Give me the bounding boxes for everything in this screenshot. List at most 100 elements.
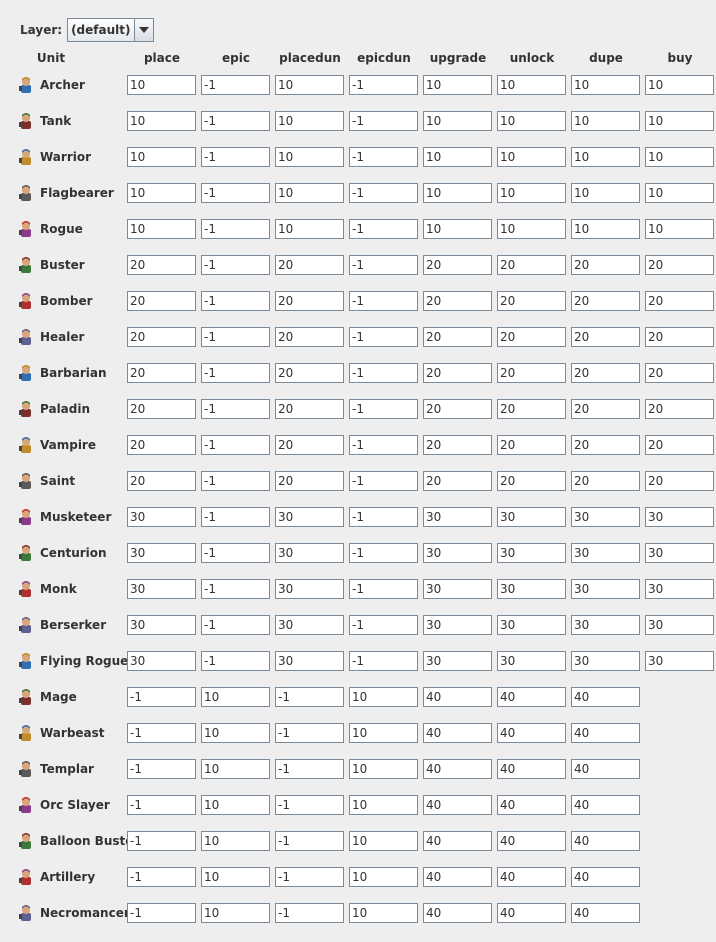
epic-field[interactable]: 10 xyxy=(201,903,270,923)
epic-field[interactable]: -1 xyxy=(201,435,270,455)
place-field[interactable]: 30 xyxy=(127,543,196,563)
epic-field[interactable]: -1 xyxy=(201,543,270,563)
epic-field[interactable]: -1 xyxy=(201,291,270,311)
upgrade-field[interactable]: 20 xyxy=(423,363,492,383)
place-field[interactable]: 10 xyxy=(127,219,196,239)
upgrade-field[interactable]: 10 xyxy=(423,111,492,131)
placedun-field[interactable]: 30 xyxy=(275,543,344,563)
buy-field[interactable]: 30 xyxy=(645,507,714,527)
epicdun-field[interactable]: -1 xyxy=(349,471,418,491)
buy-field[interactable]: 30 xyxy=(645,543,714,563)
upgrade-field[interactable]: 40 xyxy=(423,759,492,779)
place-field[interactable]: 30 xyxy=(127,507,196,527)
dupe-field[interactable]: 30 xyxy=(571,507,640,527)
place-field[interactable]: -1 xyxy=(127,723,196,743)
placedun-field[interactable]: 20 xyxy=(275,399,344,419)
epicdun-field[interactable]: -1 xyxy=(349,615,418,635)
epic-field[interactable]: 10 xyxy=(201,867,270,887)
placedun-field[interactable]: 10 xyxy=(275,183,344,203)
placedun-field[interactable]: 10 xyxy=(275,75,344,95)
placedun-field[interactable]: 10 xyxy=(275,111,344,131)
upgrade-field[interactable]: 30 xyxy=(423,651,492,671)
place-field[interactable]: 10 xyxy=(127,183,196,203)
epicdun-field[interactable]: 10 xyxy=(349,903,418,923)
unlock-field[interactable]: 10 xyxy=(497,219,566,239)
dupe-field[interactable]: 20 xyxy=(571,471,640,491)
upgrade-field[interactable]: 10 xyxy=(423,147,492,167)
epicdun-field[interactable]: -1 xyxy=(349,363,418,383)
place-field[interactable]: 20 xyxy=(127,327,196,347)
dupe-field[interactable]: 20 xyxy=(571,363,640,383)
epicdun-field[interactable]: -1 xyxy=(349,327,418,347)
dupe-field[interactable]: 10 xyxy=(571,147,640,167)
unlock-field[interactable]: 40 xyxy=(497,903,566,923)
buy-field[interactable]: 20 xyxy=(645,327,714,347)
upgrade-field[interactable]: 30 xyxy=(423,579,492,599)
unlock-field[interactable]: 20 xyxy=(497,399,566,419)
buy-field[interactable]: 20 xyxy=(645,399,714,419)
placedun-field[interactable]: 10 xyxy=(275,219,344,239)
epicdun-field[interactable]: -1 xyxy=(349,291,418,311)
epic-field[interactable]: 10 xyxy=(201,687,270,707)
unlock-field[interactable]: 20 xyxy=(497,435,566,455)
epicdun-field[interactable]: 10 xyxy=(349,759,418,779)
placedun-field[interactable]: -1 xyxy=(275,687,344,707)
unlock-field[interactable]: 40 xyxy=(497,795,566,815)
upgrade-field[interactable]: 40 xyxy=(423,831,492,851)
epic-field[interactable]: 10 xyxy=(201,795,270,815)
unlock-field[interactable]: 20 xyxy=(497,363,566,383)
upgrade-field[interactable]: 30 xyxy=(423,507,492,527)
place-field[interactable]: 10 xyxy=(127,147,196,167)
dupe-field[interactable]: 20 xyxy=(571,399,640,419)
upgrade-field[interactable]: 30 xyxy=(423,615,492,635)
upgrade-field[interactable]: 30 xyxy=(423,543,492,563)
place-field[interactable]: 20 xyxy=(127,291,196,311)
dupe-field[interactable]: 30 xyxy=(571,615,640,635)
unlock-field[interactable]: 30 xyxy=(497,615,566,635)
epic-field[interactable]: -1 xyxy=(201,399,270,419)
buy-field[interactable]: 30 xyxy=(645,651,714,671)
epicdun-field[interactable]: -1 xyxy=(349,579,418,599)
epicdun-field[interactable]: -1 xyxy=(349,435,418,455)
epic-field[interactable]: -1 xyxy=(201,651,270,671)
placedun-field[interactable]: 20 xyxy=(275,255,344,275)
upgrade-field[interactable]: 20 xyxy=(423,327,492,347)
dupe-field[interactable]: 40 xyxy=(571,723,640,743)
epicdun-field[interactable]: -1 xyxy=(349,75,418,95)
dupe-field[interactable]: 40 xyxy=(571,687,640,707)
upgrade-field[interactable]: 20 xyxy=(423,399,492,419)
place-field[interactable]: 30 xyxy=(127,615,196,635)
placedun-field[interactable]: -1 xyxy=(275,795,344,815)
placedun-field[interactable]: 20 xyxy=(275,363,344,383)
dupe-field[interactable]: 40 xyxy=(571,903,640,923)
epicdun-field[interactable]: -1 xyxy=(349,111,418,131)
epic-field[interactable]: -1 xyxy=(201,255,270,275)
epicdun-field[interactable]: 10 xyxy=(349,795,418,815)
buy-field[interactable]: 20 xyxy=(645,363,714,383)
upgrade-field[interactable]: 20 xyxy=(423,471,492,491)
dupe-field[interactable]: 20 xyxy=(571,291,640,311)
place-field[interactable]: 30 xyxy=(127,579,196,599)
placedun-field[interactable]: -1 xyxy=(275,759,344,779)
buy-field[interactable]: 10 xyxy=(645,75,714,95)
place-field[interactable]: -1 xyxy=(127,903,196,923)
dupe-field[interactable]: 10 xyxy=(571,219,640,239)
dupe-field[interactable]: 20 xyxy=(571,255,640,275)
upgrade-field[interactable]: 40 xyxy=(423,687,492,707)
buy-field[interactable]: 10 xyxy=(645,219,714,239)
upgrade-field[interactable]: 20 xyxy=(423,291,492,311)
place-field[interactable]: 20 xyxy=(127,435,196,455)
placedun-field[interactable]: -1 xyxy=(275,867,344,887)
place-field[interactable]: -1 xyxy=(127,795,196,815)
unlock-field[interactable]: 10 xyxy=(497,75,566,95)
placedun-field[interactable]: 10 xyxy=(275,147,344,167)
dupe-field[interactable]: 30 xyxy=(571,579,640,599)
buy-field[interactable]: 30 xyxy=(645,615,714,635)
epic-field[interactable]: 10 xyxy=(201,831,270,851)
unlock-field[interactable]: 20 xyxy=(497,327,566,347)
placedun-field[interactable]: -1 xyxy=(275,903,344,923)
unlock-field[interactable]: 40 xyxy=(497,687,566,707)
upgrade-field[interactable]: 20 xyxy=(423,255,492,275)
unlock-field[interactable]: 40 xyxy=(497,723,566,743)
epic-field[interactable]: -1 xyxy=(201,471,270,491)
